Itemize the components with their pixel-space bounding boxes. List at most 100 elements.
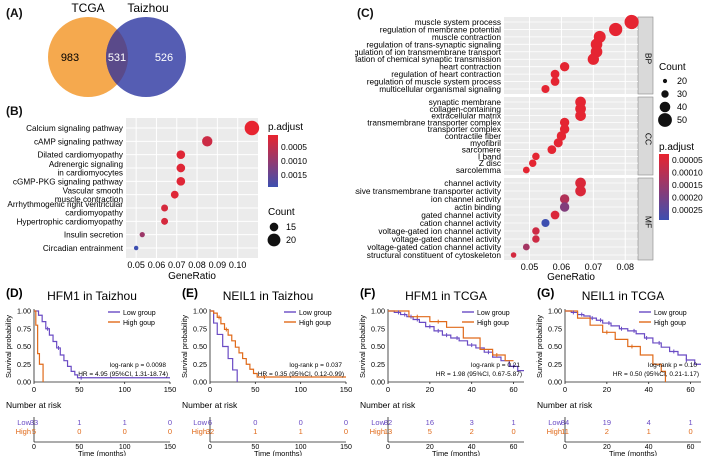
go-term-label: extracellular matrix — [431, 111, 501, 121]
km-plots: (D) HFM1 in Taizhou 0.00 0.25 0.50 0.75 1.00 0 5… — [4, 286, 701, 458]
km-risk-x-tick-label: 0 — [386, 444, 390, 451]
km-risk-value: 0 — [511, 427, 515, 436]
kegg-size-legend-dot — [267, 233, 281, 247]
km-legend-low-label: Low group — [299, 310, 332, 317]
km-risk-value: 11 — [561, 427, 569, 436]
kegg-term-label: Insulin secretion — [64, 231, 124, 240]
go-term-label: voltage-gated channel activity — [392, 234, 502, 244]
km-risk-x-tick-label: 60 — [687, 444, 695, 451]
km-risk-value: 16 — [426, 418, 434, 427]
venn-count-tcga-only: 983 — [61, 52, 79, 64]
go-term-label: cation channel activity — [420, 218, 502, 228]
kegg-color-bar — [268, 135, 278, 187]
km-hr-text: HR = 0.35 (95%CI, 0.12-0.99) — [258, 371, 344, 378]
km-risk-value: 1 — [299, 427, 303, 436]
kegg-size-legend-title: Count — [268, 207, 295, 218]
km-x-tick-label: 40 — [468, 385, 476, 394]
km-y-tick-label: 1.00 — [17, 307, 31, 316]
go-term-label: sarcomere — [462, 145, 502, 155]
km-x-tick-label: 20 — [603, 385, 611, 394]
km-title: HFM1 in Taizhou — [47, 289, 137, 303]
go-term-label: heart contraction — [439, 62, 501, 72]
km-risk-title: Number at risk — [537, 400, 593, 410]
go-dot — [575, 185, 586, 197]
go-color-bar — [659, 154, 669, 220]
venn-circle-taizhou — [106, 17, 186, 97]
kegg-size-legend-dot — [269, 222, 279, 232]
km-risk-row-label: High — [547, 427, 562, 436]
km-y-tick-label: 0.25 — [548, 360, 562, 369]
km-risk-value: 1 — [647, 427, 651, 436]
km-x-tick-label: 0 — [386, 385, 390, 394]
kegg-term-label: Dilated cardiomyopathy — [37, 151, 123, 160]
kegg-color-tick-label: 0.0010 — [281, 156, 307, 166]
km-risk-x-tick-label: 60 — [510, 444, 518, 451]
km-title: HFM1 in TCGA — [405, 289, 487, 303]
go-size-legend-dot — [658, 113, 672, 127]
km-risk-value: 6 — [208, 418, 212, 427]
km-logrank-text: log-rank p = 0.21 — [471, 362, 520, 369]
km-risk-value: 0 — [77, 427, 81, 436]
kegg-term-label: cGMP-PKG signaling pathway — [13, 177, 124, 186]
km-x-tick-label: 50 — [251, 385, 259, 394]
kegg-dot — [176, 163, 186, 173]
km-x-tick-label: 60 — [509, 385, 517, 394]
km-x-tick-label: 100 — [294, 385, 307, 394]
go-facet-strip-label: MF — [644, 216, 654, 228]
go-size-tick-label: 20 — [677, 76, 687, 86]
kegg-dotplot: 0.05 0.06 0.07 0.08 0.09 0.10 Calcium signalin… — [7, 118, 307, 282]
panel-c-label: (C) — [357, 6, 374, 20]
kegg-term-label: Vascular smooth muscle contraction — [55, 186, 124, 204]
go-size-legend-title: Count — [659, 62, 686, 73]
go-dot — [553, 138, 563, 148]
venn-count-overlap: 531 — [108, 52, 126, 64]
kegg-plot-area — [126, 118, 258, 258]
km-panel-label: (G) — [537, 286, 554, 300]
km-y-tick-label: 0.00 — [17, 378, 31, 387]
kegg-term-label: Arrhythmogenic right ventricular cardiomy… — [7, 200, 123, 218]
km-risk-value: 0 — [344, 418, 348, 427]
go-color-tick-label: 0.00015 — [672, 180, 703, 190]
go-dot — [541, 84, 550, 94]
km-logrank-text: log-rank p = 0.037 — [289, 362, 342, 369]
km-y-tick-label: 0.50 — [193, 342, 207, 351]
km-risk-value: 0 — [688, 427, 692, 436]
go-dot — [532, 152, 540, 161]
kegg-term-label: cAMP signaling pathway — [34, 137, 124, 146]
km-risk-value: 0 — [299, 418, 303, 427]
km-risk-row-label: High — [192, 427, 207, 436]
go-facet-strip-label: BP — [644, 53, 654, 65]
go-dot — [541, 218, 550, 228]
km-high-curve — [34, 310, 44, 382]
km-risk-x-tick-label: 20 — [603, 444, 611, 451]
kegg-dot — [133, 245, 139, 251]
go-size-tick-label: 50 — [677, 115, 687, 125]
km-risk-x-tick-label: 0 — [208, 444, 212, 451]
km-x-tick-label: 100 — [118, 385, 131, 394]
kegg-dot — [161, 204, 169, 212]
km-risk-value: 19 — [603, 418, 611, 427]
go-term-label: gated channel activity — [421, 210, 502, 220]
go-color-tick-label: 0.00020 — [672, 193, 703, 203]
km-y-tick-label: 0.75 — [371, 324, 385, 333]
panel-c: (C) BP muscle system process regulation of… — [335, 0, 709, 283]
km-risk-value: 82 — [384, 418, 392, 427]
km-risk-row-label: High — [16, 427, 31, 436]
km-risk-value: 1 — [511, 418, 515, 427]
kegg-x-tick-label: 0.09 — [209, 260, 227, 270]
km-x-axis-title: Time (months) — [432, 449, 481, 456]
go-term-label: transmembrane transporter complex — [367, 117, 502, 127]
km-y-axis-title: Survival probability — [4, 315, 13, 378]
km-x-tick-label: 0 — [32, 385, 36, 394]
km-risk-value: 1 — [688, 418, 692, 427]
km-y-tick-label: 1.00 — [548, 307, 562, 316]
kegg-dot — [170, 190, 179, 199]
km-risk-value: 0 — [168, 418, 172, 427]
km-risk-title: Number at risk — [182, 400, 238, 410]
panel-b-label: (B) — [6, 104, 23, 118]
go-dot — [559, 194, 570, 204]
go-term-label: modulation of chemical synaptic transmis… — [355, 54, 501, 64]
go-term-label: regulation of membrane potential — [380, 24, 501, 34]
